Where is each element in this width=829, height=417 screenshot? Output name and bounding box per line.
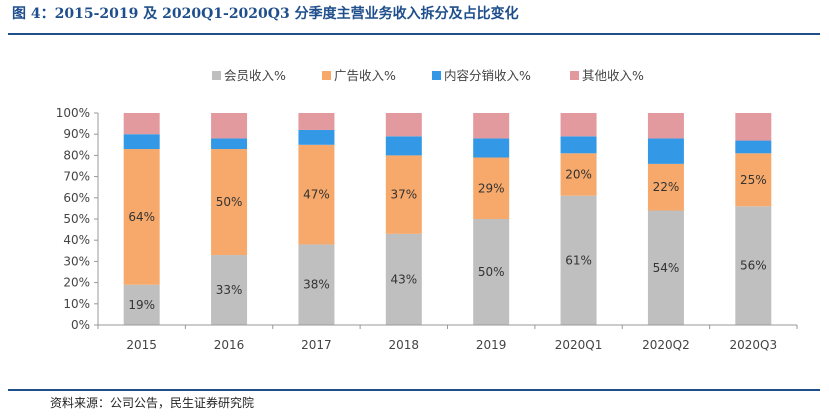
bar-segment [647, 113, 684, 139]
x-tick-label: 2020Q1 [555, 338, 603, 352]
x-tick-label: 2015 [126, 338, 157, 352]
x-tick-label: 2017 [301, 338, 332, 352]
y-tick-label: 80% [63, 148, 90, 162]
bars: 19% 64% 33% 50% 38% 47% 43% 37% 50% 29% 61% 20% 54% 2… [123, 113, 772, 325]
bar-segment [560, 195, 597, 325]
y-tick-label: 90% [63, 127, 90, 141]
bar-segment [298, 144, 335, 245]
legend-swatch [212, 71, 221, 80]
legend-label: 会员收入% [224, 68, 286, 83]
data-label: 54% [653, 261, 680, 275]
data-label: 47% [303, 188, 330, 202]
bar-segment [123, 149, 160, 285]
bar-segment [211, 113, 248, 139]
y-tick-label: 60% [63, 191, 90, 205]
x-tick-label: 2018 [389, 338, 420, 352]
data-label: 50% [478, 265, 505, 279]
data-label: 38% [303, 278, 330, 292]
bar-segment [385, 136, 422, 156]
data-label: 37% [390, 188, 417, 202]
data-label: 29% [478, 181, 505, 195]
bar-segment [211, 149, 248, 256]
bar-segment [647, 163, 684, 211]
data-label: 56% [740, 259, 767, 273]
bar-segment [473, 157, 510, 219]
data-label: 61% [565, 253, 592, 267]
x-axis: 2015 2016 2017 2018 2019 2020Q1 2020Q2 2020Q3 [97, 324, 798, 352]
bar-segment [123, 284, 160, 325]
x-tick-label: 2020Q2 [642, 338, 690, 352]
data-label: 64% [128, 210, 155, 224]
bar-segment [211, 255, 248, 325]
data-label: 22% [653, 180, 680, 194]
bar-segment [123, 113, 160, 135]
y-tick-label: 30% [63, 254, 90, 268]
y-tick-label: 100% [56, 106, 90, 120]
bar-segment [647, 138, 684, 164]
data-label: 20% [565, 167, 592, 181]
data-label: 43% [390, 272, 417, 286]
bar-segment [473, 113, 510, 139]
bar-segment [560, 153, 597, 196]
bar-segment [385, 233, 422, 325]
bar-segment [298, 129, 335, 145]
source-rule [8, 389, 820, 391]
bar-segment [298, 244, 335, 325]
bar-segment [211, 138, 248, 150]
data-label: 19% [128, 298, 155, 312]
y-tick-label: 40% [63, 233, 90, 247]
bar-segment [560, 136, 597, 154]
bar-segment [385, 113, 422, 137]
legend-swatch [322, 71, 331, 80]
source-note: 资料来源：公司公告，民生证券研究院 [50, 396, 255, 410]
x-tick-label: 2019 [476, 338, 507, 352]
bar-segment [735, 113, 772, 141]
bar-segment [473, 219, 510, 325]
legend-swatch [432, 71, 441, 80]
bar-segment [298, 113, 335, 130]
legend-label: 广告收入% [334, 68, 396, 83]
legend-label: 其他收入% [582, 68, 644, 83]
x-tick-label: 2020Q3 [730, 338, 778, 352]
bar-segment [735, 206, 772, 325]
y-tick-label: 50% [63, 212, 90, 226]
y-tick-label: 10% [63, 297, 90, 311]
legend: 会员收入% 广告收入% 内容分销收入% 其他收入% [212, 68, 644, 83]
y-tick-label: 0% [71, 318, 90, 332]
data-label: 50% [216, 195, 243, 209]
bar-segment [647, 210, 684, 325]
bar-segment [735, 140, 772, 154]
title-rule [8, 33, 820, 35]
x-tick-label: 2016 [214, 338, 245, 352]
bar-segment [473, 138, 510, 158]
data-label: 25% [740, 173, 767, 187]
legend-swatch [570, 71, 579, 80]
bar-segment [560, 113, 597, 137]
legend-label: 内容分销收入% [444, 68, 531, 83]
bar-segment [735, 153, 772, 207]
figure-title: 图 4：2015-2019 及 2020Q1-2020Q3 分季度主营业务收入拆… [12, 6, 519, 22]
y-tick-label: 20% [63, 276, 90, 290]
bar-segment [385, 155, 422, 234]
y-axis: 0% 10% 20% 30% 40% 50% 60% 70% 80% 90% 100% [56, 106, 99, 332]
bar-segment [123, 134, 160, 150]
data-label: 33% [216, 283, 243, 297]
y-tick-label: 70% [63, 170, 90, 184]
